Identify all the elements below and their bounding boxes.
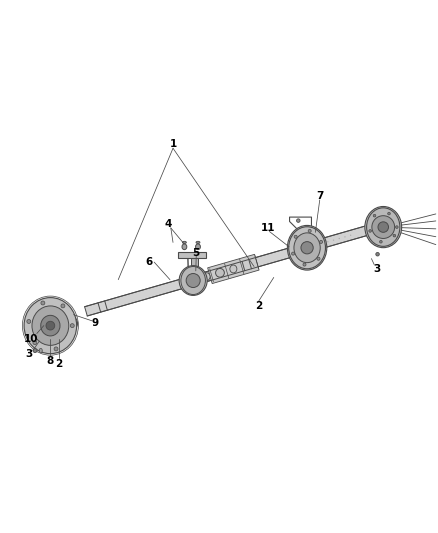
Ellipse shape [339, 238, 340, 239]
Ellipse shape [320, 243, 321, 245]
Text: 4: 4 [165, 220, 172, 229]
Text: 7: 7 [316, 191, 323, 201]
Ellipse shape [321, 243, 323, 244]
Ellipse shape [333, 239, 334, 241]
Ellipse shape [292, 252, 295, 255]
Text: 1: 1 [170, 139, 177, 149]
Ellipse shape [350, 235, 351, 236]
Ellipse shape [367, 208, 400, 246]
Ellipse shape [317, 257, 320, 260]
Ellipse shape [32, 306, 69, 345]
Ellipse shape [388, 212, 390, 215]
Ellipse shape [396, 226, 398, 229]
Ellipse shape [196, 241, 200, 244]
Ellipse shape [186, 273, 200, 287]
Ellipse shape [179, 265, 207, 295]
Ellipse shape [33, 349, 37, 352]
Ellipse shape [195, 244, 200, 249]
Polygon shape [208, 254, 259, 284]
Ellipse shape [308, 229, 311, 232]
Text: 2: 2 [56, 359, 63, 369]
Ellipse shape [70, 324, 74, 328]
Ellipse shape [215, 269, 224, 277]
Text: 8: 8 [47, 356, 54, 366]
Ellipse shape [320, 240, 323, 244]
Ellipse shape [291, 252, 293, 253]
Ellipse shape [46, 321, 55, 330]
Ellipse shape [27, 319, 31, 324]
Ellipse shape [39, 349, 42, 353]
Ellipse shape [65, 317, 78, 330]
Ellipse shape [61, 304, 65, 308]
Text: 2: 2 [255, 301, 262, 311]
Text: 3: 3 [25, 349, 32, 359]
FancyBboxPatch shape [178, 252, 206, 258]
Ellipse shape [373, 214, 376, 217]
Ellipse shape [365, 206, 402, 248]
Ellipse shape [230, 265, 237, 273]
Ellipse shape [301, 241, 313, 254]
Ellipse shape [303, 263, 306, 266]
Ellipse shape [294, 233, 320, 263]
Ellipse shape [182, 244, 187, 249]
Polygon shape [191, 255, 198, 277]
Ellipse shape [41, 316, 60, 336]
Ellipse shape [327, 241, 328, 243]
Polygon shape [85, 221, 385, 316]
Ellipse shape [372, 216, 395, 238]
Ellipse shape [33, 341, 37, 345]
Text: 3: 3 [373, 264, 380, 273]
Text: 9: 9 [92, 318, 99, 328]
Text: 5: 5 [193, 248, 200, 259]
Ellipse shape [22, 296, 78, 355]
Ellipse shape [376, 253, 379, 256]
Ellipse shape [287, 225, 327, 270]
Ellipse shape [378, 222, 389, 232]
Ellipse shape [300, 249, 301, 251]
Ellipse shape [316, 245, 317, 246]
Ellipse shape [304, 248, 305, 249]
Ellipse shape [312, 246, 313, 247]
Ellipse shape [297, 219, 300, 222]
Ellipse shape [295, 251, 297, 252]
Ellipse shape [183, 241, 187, 244]
Ellipse shape [344, 236, 346, 238]
Text: 6: 6 [145, 257, 152, 267]
Ellipse shape [203, 273, 210, 280]
Ellipse shape [380, 240, 382, 243]
Ellipse shape [393, 235, 396, 237]
Ellipse shape [181, 266, 205, 295]
Ellipse shape [369, 230, 371, 232]
Ellipse shape [307, 247, 309, 248]
Ellipse shape [41, 301, 45, 305]
Text: 10: 10 [24, 334, 39, 344]
Ellipse shape [294, 235, 297, 238]
Text: 11: 11 [261, 223, 276, 233]
Ellipse shape [289, 227, 325, 269]
Ellipse shape [54, 347, 58, 351]
Ellipse shape [24, 297, 77, 354]
